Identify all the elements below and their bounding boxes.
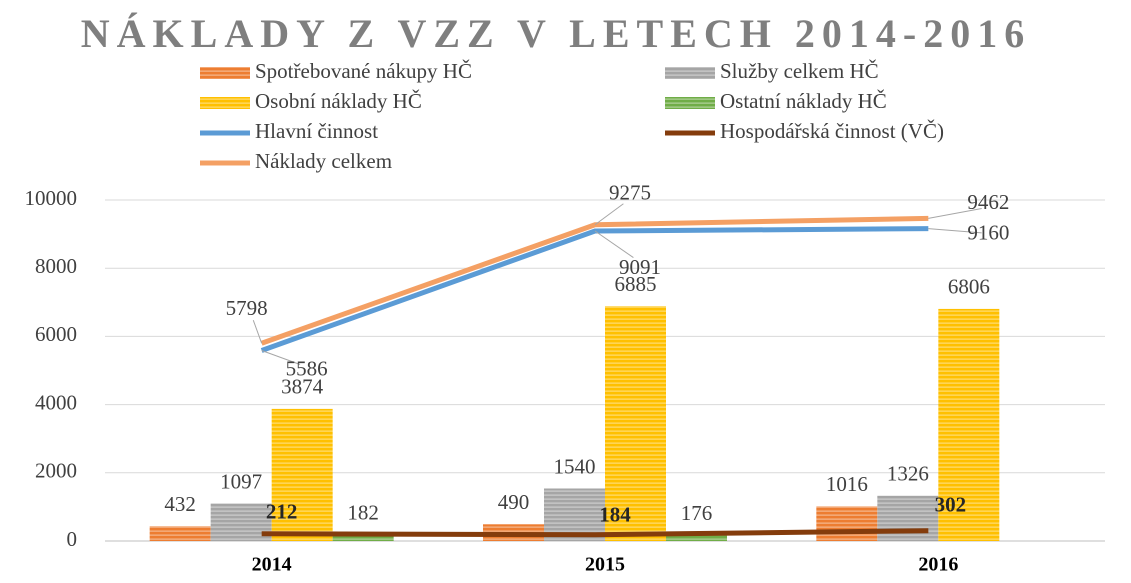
leader-line <box>594 203 624 226</box>
bar <box>877 495 939 541</box>
y-tick-label: 6000 <box>35 322 77 346</box>
legend-swatch <box>665 67 715 79</box>
legend-label: Osobní náklady HČ <box>255 89 422 113</box>
data-label: 5798 <box>226 296 268 320</box>
x-tick-label: 2015 <box>585 554 625 576</box>
data-label: 184 <box>599 503 631 527</box>
legend-label: Ostatní náklady HČ <box>720 89 887 113</box>
legend-label: Služby celkem HČ <box>720 59 879 83</box>
data-label: 212 <box>266 500 298 524</box>
leader-line <box>594 230 634 259</box>
data-label: 6885 <box>615 272 657 296</box>
data-label: 5586 <box>286 356 328 380</box>
x-tick-label: 2016 <box>918 554 958 576</box>
line <box>261 528 929 538</box>
data-label: 9462 <box>967 190 1009 214</box>
leader-line <box>928 228 982 234</box>
legend-swatch <box>665 97 715 109</box>
data-label: 6806 <box>948 275 990 299</box>
data-label: 3874 <box>281 375 324 399</box>
line <box>260 226 929 353</box>
data-label: 9275 <box>609 181 651 205</box>
legend-label: Spotřebované nákupy HČ <box>255 59 472 83</box>
data-label: 432 <box>164 492 196 516</box>
bar <box>938 308 1000 541</box>
leader-line <box>252 320 263 344</box>
data-label: 182 <box>347 501 379 525</box>
leader-line <box>261 350 301 365</box>
legend-label: Hlavní činnost <box>255 119 378 143</box>
bar <box>332 534 394 541</box>
data-label: 490 <box>498 490 530 514</box>
data-label: 1016 <box>826 472 868 496</box>
data-label: 1097 <box>220 469 262 493</box>
bar <box>210 503 272 541</box>
legend-swatch <box>200 97 250 109</box>
y-tick-label: 2000 <box>35 459 77 483</box>
data-label: 1326 <box>887 462 929 486</box>
x-tick-label: 2014 <box>252 554 292 576</box>
bar <box>149 526 211 541</box>
legend-label: Hospodářská činnost (VČ) <box>720 119 944 143</box>
line <box>260 215 929 346</box>
y-tick-label: 8000 <box>35 254 77 278</box>
y-tick-label: 4000 <box>35 390 77 414</box>
bar <box>816 506 878 541</box>
y-tick-label: 10000 <box>25 186 78 210</box>
bar <box>271 408 333 541</box>
data-label: 302 <box>935 493 967 517</box>
data-label: 9160 <box>967 220 1009 244</box>
legend-label: Náklady celkem <box>255 149 392 173</box>
chart-title: NÁKLADY Z VZZ V LETECH 2014-2016 <box>81 11 1031 56</box>
data-label: 9091 <box>619 255 661 279</box>
y-tick-label: 0 <box>67 527 78 551</box>
leader-line <box>928 208 982 219</box>
data-label: 1540 <box>554 454 596 478</box>
legend-swatch <box>200 67 250 79</box>
bar <box>605 306 666 541</box>
bar <box>666 534 727 541</box>
data-label: 176 <box>681 501 713 525</box>
